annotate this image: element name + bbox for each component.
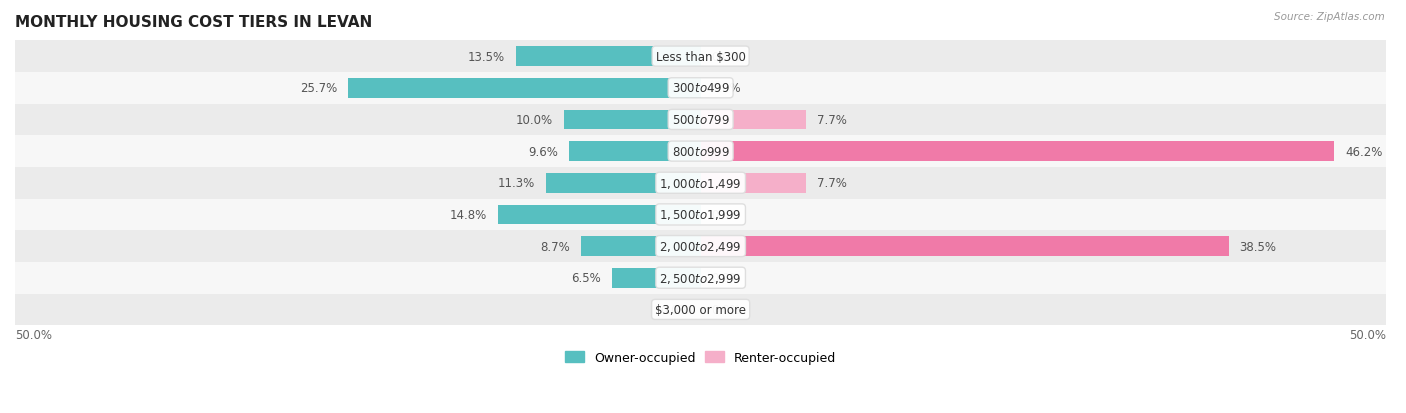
Text: 0.0%: 0.0% (711, 50, 741, 64)
Bar (700, 110, 806, 130)
Bar (349, 79, 700, 98)
Text: 50.0%: 50.0% (15, 328, 52, 341)
Bar (15, 73, 1386, 104)
Bar (564, 110, 700, 130)
Text: 7.7%: 7.7% (817, 177, 846, 190)
Bar (15, 168, 1386, 199)
Text: 25.7%: 25.7% (299, 82, 337, 95)
Text: 8.7%: 8.7% (541, 240, 571, 253)
Text: $300 to $499: $300 to $499 (672, 82, 730, 95)
Text: $800 to $999: $800 to $999 (672, 145, 730, 158)
Text: MONTHLY HOUSING COST TIERS IN LEVAN: MONTHLY HOUSING COST TIERS IN LEVAN (15, 15, 373, 30)
Bar (498, 205, 700, 225)
Bar (15, 231, 1386, 262)
Bar (546, 173, 700, 193)
Text: 9.6%: 9.6% (529, 145, 558, 158)
Legend: Owner-occupied, Renter-occupied: Owner-occupied, Renter-occupied (560, 346, 841, 369)
Bar (516, 47, 700, 67)
Text: 46.2%: 46.2% (1346, 145, 1382, 158)
Bar (569, 142, 700, 161)
Text: 14.8%: 14.8% (450, 209, 486, 221)
Bar (15, 136, 1386, 168)
Text: Less than $300: Less than $300 (655, 50, 745, 64)
Bar (700, 173, 806, 193)
Text: Source: ZipAtlas.com: Source: ZipAtlas.com (1274, 12, 1385, 22)
Text: $1,000 to $1,499: $1,000 to $1,499 (659, 176, 742, 190)
Bar (15, 41, 1386, 73)
Bar (15, 294, 1386, 325)
Text: 13.5%: 13.5% (467, 50, 505, 64)
Text: 38.5%: 38.5% (1240, 240, 1277, 253)
Text: $3,000 or more: $3,000 or more (655, 303, 747, 316)
Text: $2,500 to $2,999: $2,500 to $2,999 (659, 271, 742, 285)
Text: 10.0%: 10.0% (516, 114, 553, 127)
Bar (700, 142, 1334, 161)
Text: 7.7%: 7.7% (817, 114, 846, 127)
Text: $500 to $799: $500 to $799 (672, 114, 730, 127)
Bar (581, 237, 700, 256)
Text: 0.0%: 0.0% (711, 303, 741, 316)
Bar (612, 268, 700, 288)
Text: 0.0%: 0.0% (659, 303, 690, 316)
Bar (15, 104, 1386, 136)
Text: $1,500 to $1,999: $1,500 to $1,999 (659, 208, 742, 222)
Text: $2,000 to $2,499: $2,000 to $2,499 (659, 240, 742, 254)
Text: 6.5%: 6.5% (571, 272, 600, 285)
Text: 0.0%: 0.0% (711, 209, 741, 221)
Bar (700, 237, 1229, 256)
Text: 11.3%: 11.3% (498, 177, 534, 190)
Text: 50.0%: 50.0% (1350, 328, 1386, 341)
Bar (15, 199, 1386, 231)
Bar (15, 262, 1386, 294)
Text: 0.0%: 0.0% (711, 82, 741, 95)
Text: 0.0%: 0.0% (711, 272, 741, 285)
